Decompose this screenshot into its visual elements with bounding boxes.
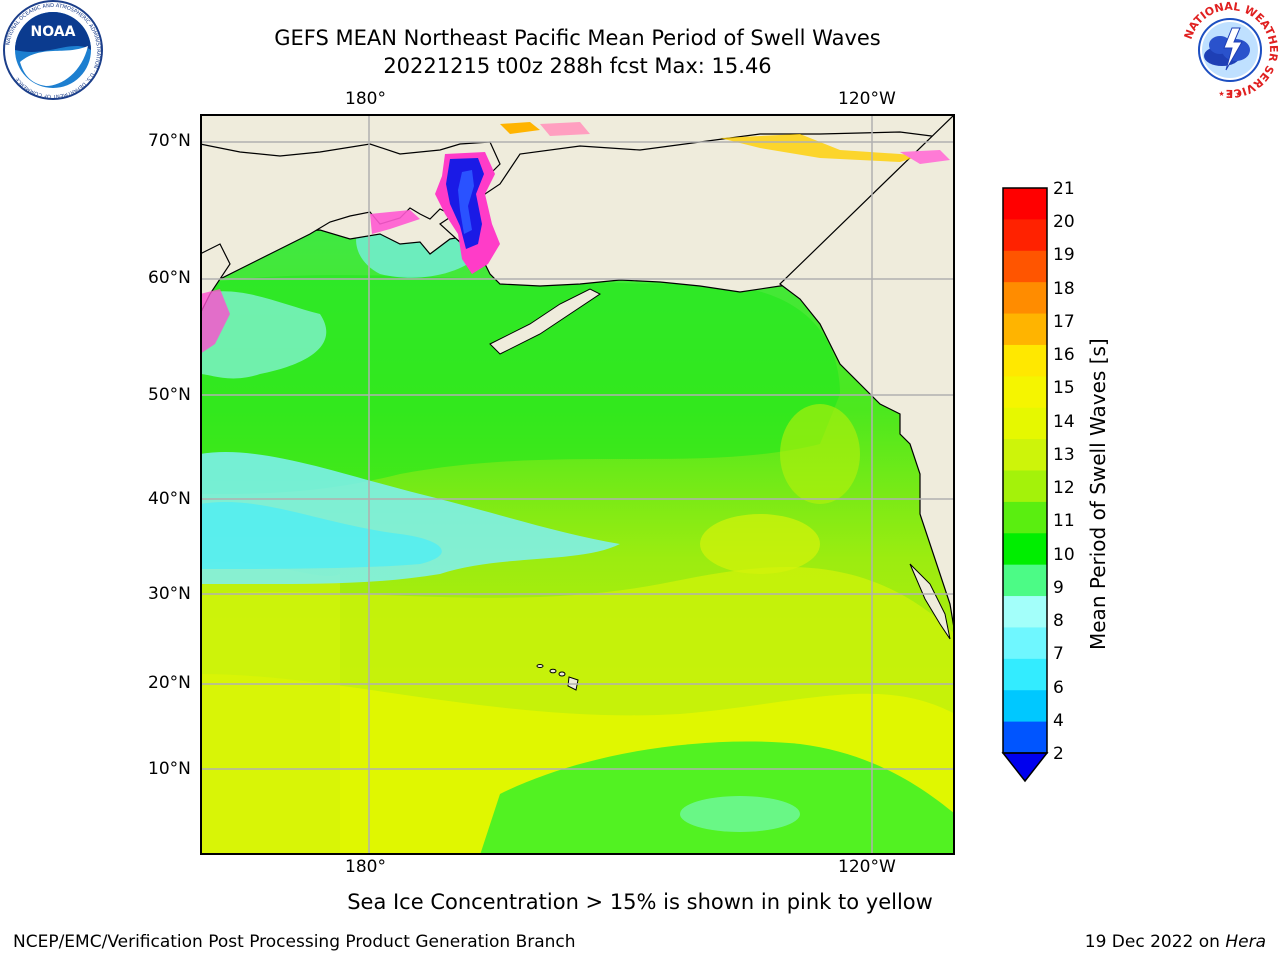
colorbar-tick-label: 13 xyxy=(1053,444,1075,465)
lat-label-60n: 60°N xyxy=(148,268,191,288)
colorbar xyxy=(1001,187,1049,783)
colorbar-tick-label: 10 xyxy=(1053,544,1075,565)
colorbar-segment xyxy=(1003,470,1047,503)
colorbar-segment xyxy=(1003,564,1047,597)
lat-label-20n: 20°N xyxy=(148,673,191,693)
credit-text: NCEP/EMC/Verification Post Processing Pr… xyxy=(13,932,576,952)
colorbar-tick-label: 12 xyxy=(1053,478,1075,499)
colorbar-tick-labels: 2 4 6 7 8 9 10 11 12 13 14 15 16 17 18 19 20 21 xyxy=(1047,179,1087,780)
map-subtitle: 20221215 t00z 288h fcst Max: 15.46 xyxy=(383,54,772,78)
lon-label-180-bottom: 180° xyxy=(345,857,386,877)
colorbar-segment xyxy=(1003,344,1047,377)
colorbar-underflow-triangle xyxy=(1003,753,1047,781)
colorbar-tick-label: 7 xyxy=(1053,644,1064,665)
machine-name: Hera xyxy=(1225,932,1266,952)
lat-label-40n: 40°N xyxy=(148,489,191,509)
colorbar-tick-label: 16 xyxy=(1053,345,1075,366)
colorbar-tick-label: 9 xyxy=(1053,577,1064,598)
colorbar-segment xyxy=(1003,627,1047,660)
graticule xyxy=(200,114,955,855)
colorbar-segment xyxy=(1003,501,1047,534)
colorbar-tick-label: 6 xyxy=(1053,677,1064,698)
date-text: 19 Dec 2022 on Hera xyxy=(1085,932,1266,952)
colorbar-tick-label: 19 xyxy=(1053,245,1075,266)
lon-label-120w-top: 120°W xyxy=(838,89,896,109)
colorbar-segment xyxy=(1003,721,1047,754)
map-frame xyxy=(200,114,955,855)
colorbar-tick-label: 20 xyxy=(1053,212,1075,233)
colorbar-tick-label: 21 xyxy=(1053,179,1075,199)
siberia-land xyxy=(200,141,501,283)
colorbar-tick-label: 18 xyxy=(1053,278,1075,299)
swell-band-9s-south xyxy=(680,796,800,832)
swell-band-10-11s-north xyxy=(200,275,840,494)
colorbar-segment xyxy=(1003,282,1047,315)
colorbar-segment xyxy=(1003,596,1047,628)
colorbar-segment xyxy=(1003,219,1047,252)
colorbar-segment xyxy=(1003,376,1047,409)
sea-ice-note: Sea Ice Concentration > 15% is shown in … xyxy=(347,890,933,914)
colorbar-tick-label: 11 xyxy=(1053,511,1075,532)
noaa-logo-text: NOAA xyxy=(31,24,76,40)
colorbar-segment xyxy=(1003,439,1047,471)
colorbar-segment xyxy=(1003,250,1047,283)
lat-label-50n: 50°N xyxy=(148,385,191,405)
colorbar-segments xyxy=(1003,188,1047,754)
colorbar-tick-label: 2 xyxy=(1053,744,1064,764)
lat-label-10n: 10°N xyxy=(148,759,191,779)
colorbar-label: Mean Period of Swell Waves [s] xyxy=(1086,338,1110,650)
colorbar-tick-label: 4 xyxy=(1053,710,1064,731)
colorbar-tick-label: 14 xyxy=(1053,411,1075,432)
colorbar-segment xyxy=(1003,690,1047,723)
colorbar-segment xyxy=(1003,188,1047,220)
colorbar-segment xyxy=(1003,658,1047,691)
lon-label-120w-bottom: 120°W xyxy=(838,857,896,877)
date-label: 19 Dec 2022 on xyxy=(1084,932,1226,952)
svg-text:★ ★ ★: ★ ★ ★ xyxy=(1218,90,1241,98)
lon-label-180-top: 180° xyxy=(345,89,386,109)
lat-label-30n: 30°N xyxy=(148,584,191,604)
colorbar-tick-label: 8 xyxy=(1053,611,1064,632)
swell-period-map xyxy=(200,114,955,855)
map-title: GEFS MEAN Northeast Pacific Mean Period … xyxy=(274,26,881,50)
colorbar-tick-label: 15 xyxy=(1053,378,1075,399)
colorbar-segment xyxy=(1003,313,1047,346)
colorbar-segment xyxy=(1003,407,1047,440)
colorbar-segment xyxy=(1003,533,1047,566)
lat-label-70n: 70°N xyxy=(148,131,191,151)
noaa-logo: NATIONAL OCEANIC AND ATMOSPHERIC ADMINIS… xyxy=(3,0,103,100)
nws-logo: NATIONAL WEATHER SERVICE ★ ★ ★ xyxy=(1182,0,1280,100)
colorbar-tick-label: 17 xyxy=(1053,311,1075,332)
north-america-west-coast-land xyxy=(779,114,955,635)
